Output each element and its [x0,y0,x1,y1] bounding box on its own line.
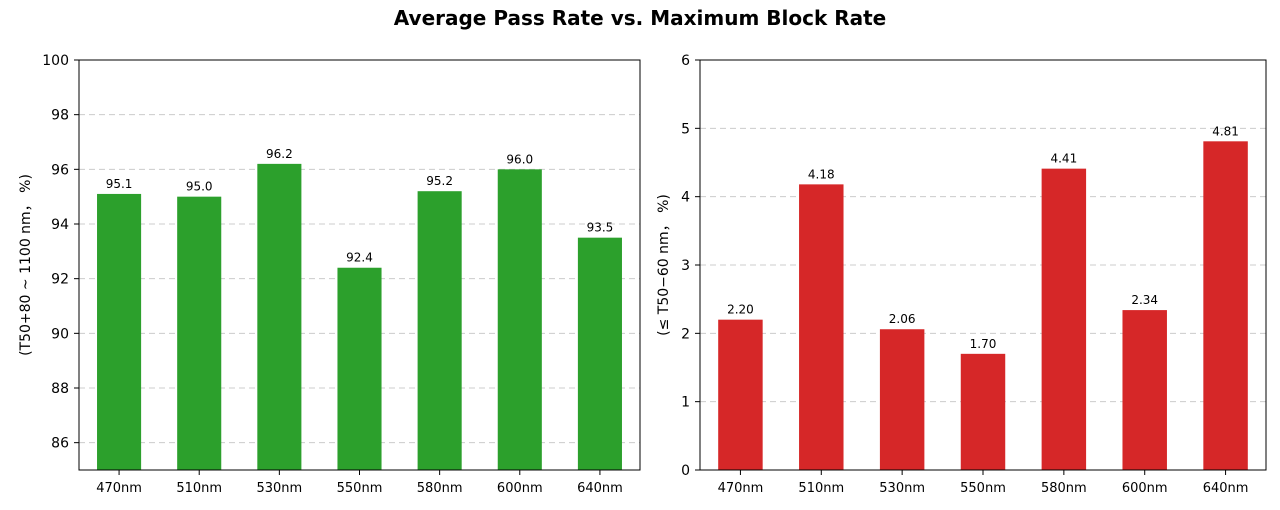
bar-value-label: 92.4 [346,251,373,265]
y-tick-label: 4 [681,190,690,206]
x-tick-label: 640nm [1203,481,1249,496]
bar-value-label: 96.2 [266,147,293,161]
block-rate-chart: 2.20 4.18 2.06 1.70 4.41 2.34 4.81 0 1 2 3 4 5 6 470nm… [656,53,1267,496]
bar-value-label: 4.18 [808,167,835,181]
y-axis-label: (≤ T50−60 nm， %) [656,194,672,336]
figure-title: Average Pass Rate vs. Maximum Block Rate [393,6,887,30]
bar [718,319,763,470]
bar [577,237,622,470]
bar [97,193,142,470]
bar [417,191,462,470]
x-tick-label: 640nm [577,481,623,496]
x-tick-label: 600nm [1122,481,1168,496]
bar-value-label: 96.0 [506,152,533,166]
y-tick-label: 5 [681,121,690,137]
bar-value-label: 95.2 [426,174,453,188]
x-tick-label: 530nm [879,481,925,496]
bar-value-label: 2.34 [1131,293,1158,307]
y-axis-label: (T50+80 ~ 1100 nm， %) [18,174,34,356]
bar [177,196,222,470]
y-tick-label: 86 [51,436,69,452]
x-tick-label: 600nm [497,481,543,496]
y-tick-label: 0 [681,463,690,479]
x-tick-label: 470nm [96,481,142,496]
bar [799,184,844,470]
y-tick-label: 90 [51,326,69,342]
bar-value-label: 2.06 [889,312,916,326]
y-tick-label: 100 [42,53,69,69]
y-tick-label: 3 [681,258,690,274]
y-tick-label: 94 [51,217,69,233]
y-tick-label: 6 [681,53,690,69]
pass-rate-chart: 95.1 95.0 96.2 92.4 95.2 96.0 93.5 86 88 90 92 94 96… [18,53,641,496]
y-tick-label: 98 [51,108,69,124]
bar [1203,141,1248,471]
x-tick-label: 580nm [417,481,463,496]
bar [879,329,925,470]
bar [1122,310,1167,470]
x-tick-label: 510nm [798,481,844,496]
bar-value-label: 4.81 [1212,124,1239,138]
bar [337,267,382,470]
x-tick-label: 530nm [256,481,302,496]
bar-value-label: 93.5 [587,221,614,235]
bar-value-label: 95.0 [186,180,213,194]
x-tick-label: 550nm [960,481,1006,496]
bar-value-label: 2.20 [727,303,754,317]
bar-value-label: 1.70 [970,337,997,351]
y-tick-label: 1 [681,395,690,411]
x-tick-label: 470nm [718,481,764,496]
bar [1041,168,1087,470]
y-tick-label: 88 [51,381,69,397]
bar [257,163,302,470]
bar-value-label: 95.1 [106,177,133,191]
bar [497,169,542,471]
y-tick-label: 92 [51,272,69,288]
bar-value-label: 4.41 [1050,152,1077,166]
x-tick-label: 510nm [176,481,222,496]
x-tick-label: 580nm [1041,481,1087,496]
y-tick-label: 96 [51,162,69,178]
bar [960,353,1006,470]
y-tick-label: 2 [681,326,690,342]
x-tick-label: 550nm [337,481,383,496]
